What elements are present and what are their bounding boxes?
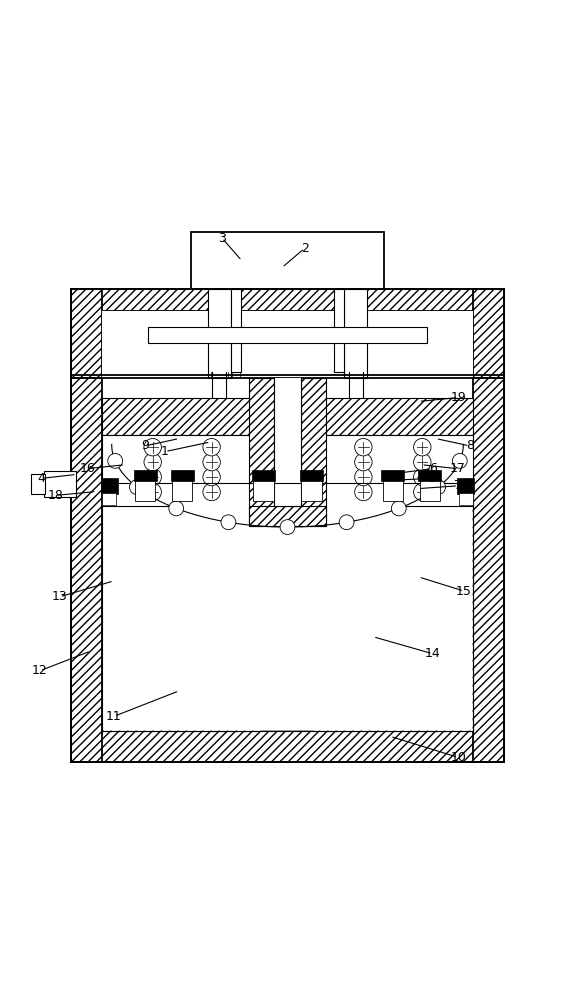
Bar (44, 471, 76, 497)
Circle shape (413, 468, 431, 486)
Circle shape (280, 520, 295, 534)
Bar (102, 398, 262, 435)
Circle shape (355, 468, 372, 486)
Text: 8: 8 (466, 439, 474, 452)
Bar (419, 470, 441, 481)
Bar (31, 474, 45, 494)
Bar (71, 375, 102, 762)
Bar (313, 398, 473, 435)
Bar (71, 289, 504, 378)
Bar (274, 378, 301, 506)
Text: 15: 15 (456, 585, 472, 598)
Bar (102, 435, 262, 506)
Circle shape (431, 480, 446, 495)
Circle shape (144, 438, 162, 456)
Bar (71, 375, 504, 762)
Bar (301, 480, 321, 501)
Text: 10: 10 (450, 751, 466, 764)
Circle shape (355, 453, 372, 471)
Circle shape (129, 480, 144, 495)
Text: 12: 12 (32, 664, 48, 677)
Text: 2: 2 (301, 242, 309, 255)
Text: 11: 11 (106, 710, 122, 723)
Bar (208, 289, 231, 378)
Bar (249, 506, 326, 526)
Bar (381, 470, 404, 481)
Circle shape (169, 501, 183, 516)
Text: 17: 17 (449, 462, 465, 475)
Circle shape (144, 453, 162, 471)
Circle shape (203, 468, 220, 486)
Bar (102, 493, 116, 505)
Circle shape (203, 453, 220, 471)
Bar (254, 480, 274, 501)
Circle shape (144, 483, 162, 501)
Bar (252, 470, 275, 481)
Bar (473, 375, 504, 762)
Bar (191, 232, 384, 289)
Circle shape (413, 453, 431, 471)
Bar (101, 478, 118, 494)
Bar (71, 289, 102, 378)
Circle shape (203, 483, 220, 501)
Bar (334, 289, 344, 372)
Text: 5: 5 (429, 472, 436, 485)
Bar (420, 480, 440, 501)
Text: 3: 3 (218, 232, 226, 245)
Text: 6: 6 (429, 462, 436, 475)
Circle shape (203, 438, 220, 456)
Circle shape (221, 515, 236, 530)
Text: 16: 16 (79, 462, 95, 475)
Text: 19: 19 (450, 391, 466, 404)
Bar (148, 327, 427, 343)
Circle shape (355, 483, 372, 501)
Bar (457, 478, 474, 494)
Polygon shape (102, 444, 473, 731)
Bar (231, 289, 241, 372)
Bar (102, 483, 262, 731)
Bar (135, 480, 155, 501)
Text: 14: 14 (425, 647, 440, 660)
Bar (134, 470, 156, 481)
Bar (473, 289, 504, 378)
Bar (459, 493, 473, 505)
Bar (249, 378, 274, 526)
Circle shape (413, 438, 431, 456)
Bar (300, 470, 323, 481)
Circle shape (144, 468, 162, 486)
Text: 13: 13 (52, 590, 68, 603)
Circle shape (355, 438, 372, 456)
Text: 9: 9 (141, 439, 149, 452)
Text: 18: 18 (47, 489, 63, 502)
Bar (313, 435, 473, 506)
Bar (172, 480, 193, 501)
Bar (171, 470, 194, 481)
Bar (344, 289, 367, 378)
Circle shape (413, 483, 431, 501)
Text: 1: 1 (161, 445, 169, 458)
Text: 7: 7 (454, 479, 462, 492)
Bar (71, 731, 504, 762)
Bar (71, 289, 504, 311)
Polygon shape (102, 444, 473, 527)
Circle shape (453, 453, 467, 468)
Circle shape (392, 501, 406, 516)
Bar (102, 311, 473, 378)
Bar (382, 480, 403, 501)
Text: 4: 4 (37, 472, 45, 485)
Bar (313, 483, 473, 731)
Circle shape (108, 453, 122, 468)
Circle shape (339, 515, 354, 530)
Bar (301, 378, 326, 526)
